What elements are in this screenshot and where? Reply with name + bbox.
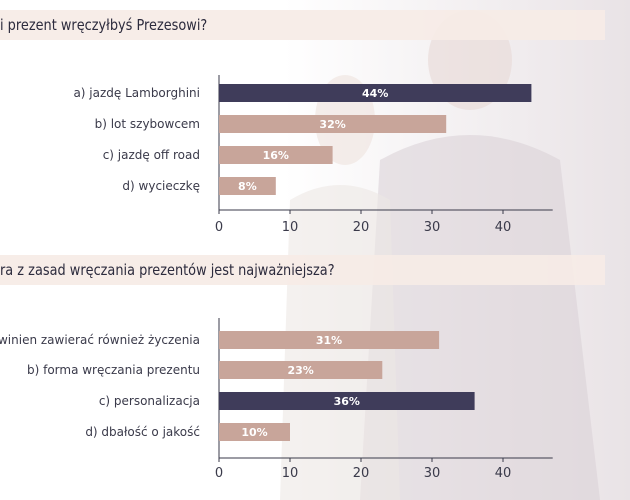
question-2-text: ra z zasad wręczania prezentów jest najw… <box>0 261 335 279</box>
chart-2-data-label: 36% <box>334 395 360 408</box>
chart-1-bar <box>219 115 447 133</box>
question-1-text: i prezent wręczyłbyś Prezesowi? <box>0 16 208 34</box>
chart-1-data-label: 16% <box>263 149 289 162</box>
chart-2-tick-label: 20 <box>353 466 370 481</box>
chart-1-bar <box>219 84 532 102</box>
chart-1-data-label: 32% <box>319 118 345 131</box>
chart-1-bar <box>219 146 333 164</box>
chart-2-bar <box>219 361 383 379</box>
chart-2-tick-label: 0 <box>215 466 223 481</box>
chart-2-category-label: ) prezent powinien zawierać również życz… <box>0 333 200 347</box>
chart-1-category-label: d) wycieczkę <box>122 179 200 193</box>
question-2-banner: ra z zasad wręczania prezentów jest najw… <box>0 255 605 285</box>
chart-2-tick-label: 40 <box>495 466 512 481</box>
chart-1-tick-label: 40 <box>495 220 512 235</box>
chart-2-data-label: 31% <box>316 334 342 347</box>
chart-1: 0 10 20 30 40 44% a) jazdę Lamborghini 32% b) lo… <box>73 75 553 235</box>
chart-1-tick-label: 0 <box>215 220 223 235</box>
chart-2-data-label: 23% <box>287 364 313 377</box>
chart-1-tick-label: 20 <box>353 220 370 235</box>
chart-2-tick-label: 10 <box>282 466 299 481</box>
chart-1-data-label: 44% <box>362 87 388 100</box>
chart-2-data-label: 10% <box>241 426 267 439</box>
chart-1-bar <box>219 177 276 195</box>
chart-2-category-label: b) forma wręczania prezentu <box>27 363 200 377</box>
chart-1-data-label: 8% <box>238 180 257 193</box>
chart-2-category-label: d) dbałość o jakość <box>85 425 200 439</box>
chart-1-tick-label: 10 <box>282 220 299 235</box>
chart-2-bar <box>219 331 440 349</box>
chart-1-category-label: b) lot szybowcem <box>95 117 200 131</box>
chart-2-tick-label: 30 <box>424 466 441 481</box>
chart-2-bar <box>219 423 290 441</box>
chart-1-category-label: a) jazdę Lamborghini <box>73 86 200 100</box>
chart-1-category-label: c) jazdę off road <box>103 148 200 162</box>
chart-2-bar <box>219 392 475 410</box>
chart-1-tick-label: 30 <box>424 220 441 235</box>
question-1-banner: i prezent wręczyłbyś Prezesowi? <box>0 10 605 40</box>
chart-2-category-label: c) personalizacja <box>99 394 200 408</box>
